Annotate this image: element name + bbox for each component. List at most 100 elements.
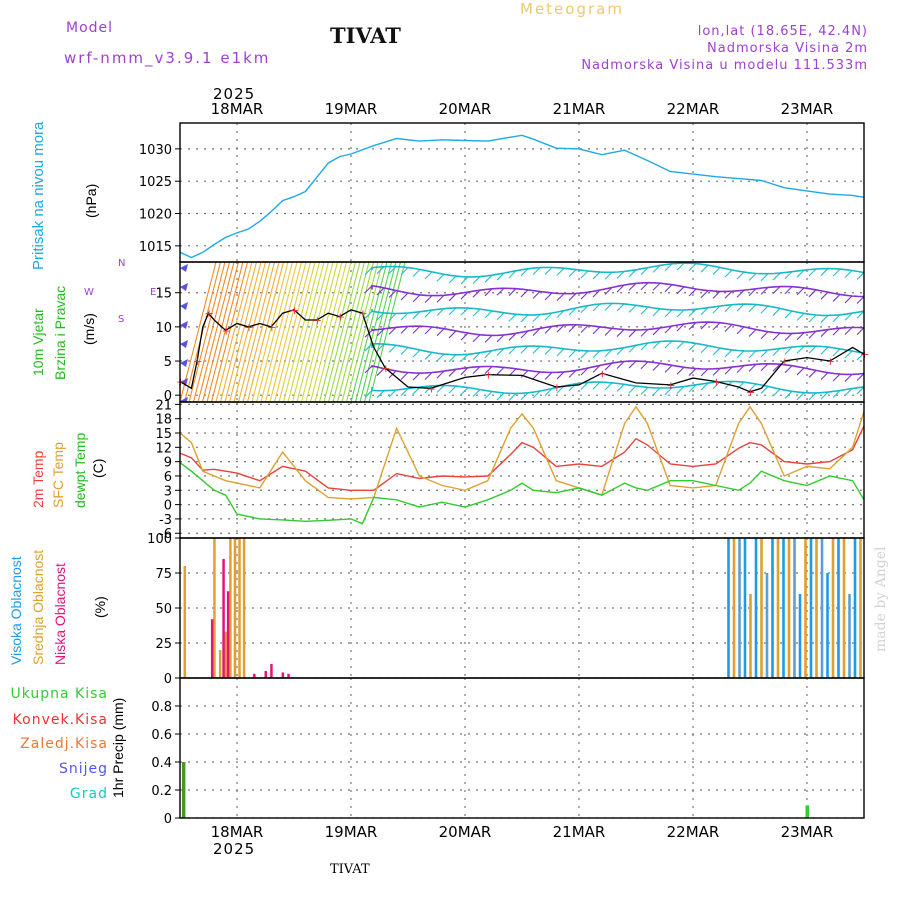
wind-barb	[568, 324, 577, 333]
wind-barb	[323, 262, 361, 402]
wind-barb	[676, 286, 685, 295]
wind-barb	[180, 378, 188, 386]
wind-marker: +	[712, 376, 721, 389]
wind-barb	[388, 389, 397, 398]
cloud-high-bar	[743, 538, 747, 678]
wind-barb	[592, 381, 601, 390]
wind-barb	[592, 326, 601, 335]
wind-barb	[544, 325, 553, 334]
wind-barb	[376, 343, 385, 352]
day-label-top: 23MAR	[781, 100, 834, 118]
compass-w: W	[84, 287, 95, 298]
wind-barb	[472, 366, 481, 375]
ytick-label-cloud: 0	[164, 672, 172, 687]
wind-marker: +	[267, 321, 276, 334]
footer-station: TIVAT	[330, 862, 370, 877]
wind-barb	[652, 362, 661, 371]
wind-barb	[424, 271, 433, 280]
wind-barb	[364, 329, 373, 338]
wind-barb	[700, 307, 709, 316]
wind-barb	[844, 388, 853, 396]
wind-barb	[484, 288, 493, 297]
wind-barb	[336, 262, 375, 402]
wind-speed-line	[180, 309, 864, 393]
wind-barb	[760, 273, 769, 282]
wind-barb	[568, 307, 577, 316]
wind-barb	[688, 343, 697, 351]
wind-barb	[376, 287, 385, 296]
cloud-high-bar	[815, 538, 818, 678]
wind-barb	[424, 372, 433, 380]
wind-barb	[180, 359, 188, 367]
station-title: TIVAT	[330, 23, 401, 48]
wind-barb	[712, 347, 721, 356]
wind-barb	[532, 291, 541, 299]
wind-barb	[400, 292, 409, 301]
wind-barb	[784, 365, 793, 374]
day-label-bottom: 20MAR	[439, 823, 492, 841]
wind-barb	[604, 362, 613, 371]
wind-barb	[309, 262, 348, 402]
wind-barb	[364, 343, 373, 352]
wind-barb	[700, 345, 709, 354]
wind-barb	[520, 330, 529, 339]
wind-marker: +	[826, 355, 835, 368]
wind-barb	[255, 262, 294, 402]
elevation-label: Nadmorska Visina 2m	[707, 41, 868, 56]
temp-dewpt-title: dewpt Temp	[72, 432, 88, 508]
wind-barb	[354, 262, 393, 402]
wind-barb	[520, 392, 529, 401]
wind-barb	[832, 268, 841, 277]
cloud-low-bar	[281, 672, 285, 678]
wind-barb	[508, 332, 517, 341]
wind-barb	[760, 349, 769, 358]
wind-barb	[772, 388, 781, 397]
temp-sfc-title: SFC Temp	[50, 442, 66, 508]
ytick-label-wind: 10	[155, 321, 172, 336]
wind-barb	[556, 293, 565, 302]
wind-barb	[844, 295, 853, 304]
wind-barb	[640, 282, 649, 291]
wind-barb	[748, 363, 757, 372]
wind-barb	[760, 305, 769, 314]
wind-barb	[724, 349, 733, 358]
wind-barb	[856, 272, 864, 280]
wind-barb	[388, 327, 397, 335]
compass-s: S	[118, 314, 126, 325]
ytick-label-pressure: 1020	[139, 208, 172, 223]
wind-barb	[772, 272, 781, 281]
wind-barb	[436, 328, 445, 337]
cloud-mid-bar	[238, 538, 241, 678]
panel-frame-precip	[179, 677, 865, 819]
wind-barb	[436, 385, 445, 393]
wind-barb	[760, 386, 769, 394]
wind-barb	[748, 288, 757, 297]
wind-barb	[371, 302, 864, 317]
wind-barb	[652, 327, 661, 336]
wind-barb	[712, 322, 721, 331]
wind-barb	[210, 262, 249, 402]
wind-barb	[820, 329, 829, 337]
ytick-label-precip: 0	[164, 812, 172, 827]
wind-barb	[580, 305, 589, 313]
ytick-label-temperature: -3	[159, 513, 172, 528]
wind-barb	[345, 262, 384, 402]
wind-marker: +	[193, 355, 202, 368]
wind-barb	[472, 389, 481, 397]
wind-barb	[188, 262, 226, 402]
wind-barb	[676, 323, 685, 332]
cloud-high-bar	[831, 538, 835, 678]
wind-barb	[772, 332, 781, 341]
wind-barb	[400, 347, 409, 355]
wind-barb	[412, 349, 421, 358]
wind-barb	[206, 262, 244, 402]
precip-legend-conv: Konvek.Kisa	[12, 712, 108, 728]
wind-barb	[424, 295, 433, 304]
wind-marker: +	[427, 382, 436, 395]
precip-axis-title: 1hr Precip (mm)	[110, 697, 126, 798]
cloud-high-bar	[859, 538, 862, 678]
wind-barb	[269, 262, 307, 402]
wind-barb	[748, 329, 757, 337]
wind-barb	[568, 269, 577, 277]
wind-barb	[820, 268, 829, 276]
